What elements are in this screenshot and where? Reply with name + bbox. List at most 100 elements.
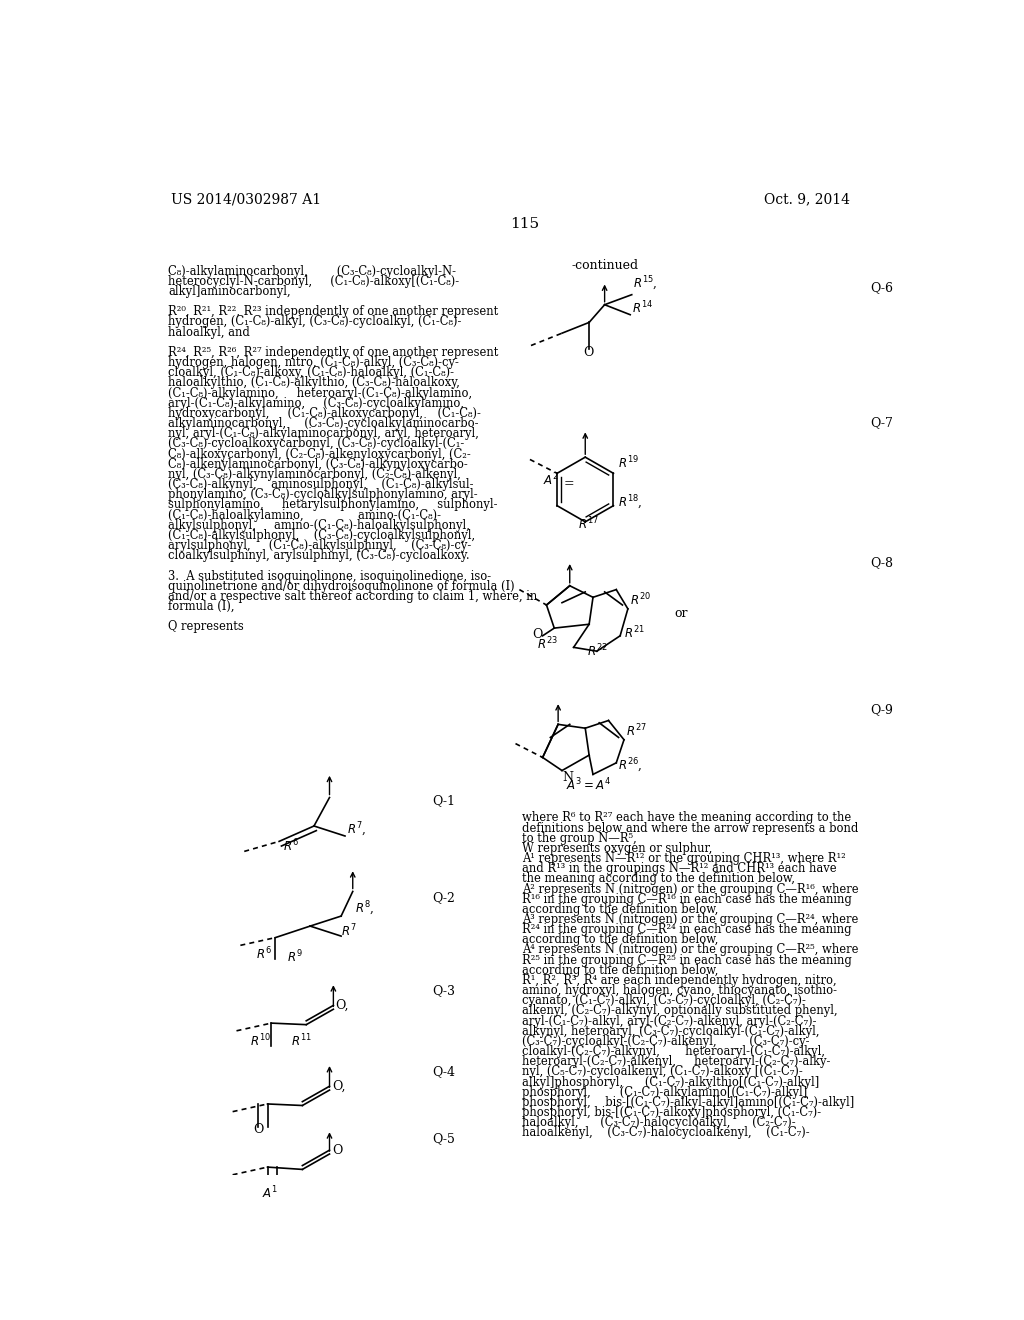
Text: C₈)-alkoxycarbonyl, (C₂-C₈)-alkenyloxycarbonyl, (C₂-: C₈)-alkoxycarbonyl, (C₂-C₈)-alkenyloxyca… bbox=[168, 447, 471, 461]
Text: O: O bbox=[332, 1144, 342, 1158]
Text: $R^{18}$,: $R^{18}$, bbox=[618, 494, 642, 512]
Text: $R^6$: $R^6$ bbox=[283, 838, 299, 854]
Text: phonylamino, (C₃-C₈)-cycloalkylsulphonylamino, aryl-: phonylamino, (C₃-C₈)-cycloalkylsulphonyl… bbox=[168, 488, 478, 502]
Text: (C₃-C₈)-cycloalkoxycarbonyl, (C₃-C₈)-cycloalkyl-(C₁-: (C₃-C₈)-cycloalkoxycarbonyl, (C₃-C₈)-cyc… bbox=[168, 437, 465, 450]
Text: $R^6$: $R^6$ bbox=[256, 945, 271, 962]
Text: (C₃-C₈)-alkynyl,    aminosulphonyl,    (C₁-C₈)-alkylsul-: (C₃-C₈)-alkynyl, aminosulphonyl, (C₁-C₈)… bbox=[168, 478, 474, 491]
Text: where R⁶ to R²⁷ each have the meaning according to the: where R⁶ to R²⁷ each have the meaning ac… bbox=[521, 812, 851, 825]
Text: $R^{17}$: $R^{17}$ bbox=[578, 516, 598, 532]
Text: $R^8$,: $R^8$, bbox=[355, 900, 375, 917]
Text: haloalkyl, and: haloalkyl, and bbox=[168, 326, 250, 339]
Text: formula (I),: formula (I), bbox=[168, 601, 234, 612]
Text: or: or bbox=[675, 607, 688, 619]
Text: O: O bbox=[254, 1123, 264, 1137]
Text: $A^3=A^4$: $A^3=A^4$ bbox=[566, 776, 611, 793]
Text: haloalkenyl,    (C₃-C₇)-halocycloalkenyl,    (C₁-C₇)-: haloalkenyl, (C₃-C₇)-halocycloalkenyl, (… bbox=[521, 1126, 809, 1139]
Text: $R^{22}$: $R^{22}$ bbox=[587, 643, 607, 660]
Text: hydrogen, (C₁-C₈)-alkyl, (C₃-C₈)-cycloalkyl, (C₁-C₈)-: hydrogen, (C₁-C₈)-alkyl, (C₃-C₈)-cycloal… bbox=[168, 315, 462, 329]
Text: A⁴ represents N (nitrogen) or the grouping C—R²⁵, where: A⁴ represents N (nitrogen) or the groupi… bbox=[521, 944, 858, 957]
Text: (C₁-C₈)-alkylsulphonyl,    (C₃-C₈)-cycloalkylsulphonyl,: (C₁-C₈)-alkylsulphonyl, (C₃-C₈)-cycloalk… bbox=[168, 529, 475, 543]
Text: (C₃-C₇)-cycloalkyl-(C₂-C₇)-alkenyl,         (C₃-C₇)-cy-: (C₃-C₇)-cycloalkyl-(C₂-C₇)-alkenyl, (C₃-… bbox=[521, 1035, 809, 1048]
Text: $R^{23}$: $R^{23}$ bbox=[538, 635, 558, 652]
Text: definitions below and where the arrow represents a bond: definitions below and where the arrow re… bbox=[521, 821, 858, 834]
Text: =: = bbox=[563, 478, 574, 490]
Text: Q-8: Q-8 bbox=[870, 557, 894, 569]
Text: alkenyl, (C₂-C₇)-alkynyl, optionally substituted phenyl,: alkenyl, (C₂-C₇)-alkynyl, optionally sub… bbox=[521, 1005, 838, 1018]
Text: heteroaryl-(C₂-C₇)-alkenyl,     heteroaryl-(C₂-C₇)-alky-: heteroaryl-(C₂-C₇)-alkenyl, heteroaryl-(… bbox=[521, 1055, 830, 1068]
Text: cloalkyl-(C₂-C₇)-alkynyl,       heteroaryl-(C₁-C₇)-alkyl,: cloalkyl-(C₂-C₇)-alkynyl, heteroaryl-(C₁… bbox=[521, 1045, 824, 1059]
Text: phosphoryl,    bis-[(C₁-C₇)-alkyl-alkyl]amino[(C₁-C₇)-alkyl]: phosphoryl, bis-[(C₁-C₇)-alkyl-alkyl]ami… bbox=[521, 1096, 854, 1109]
Text: alkyl]phosphoryl,      (C₁-C₇)-alkylthio[(C₁-C₇)-alkyl]: alkyl]phosphoryl, (C₁-C₇)-alkylthio[(C₁-… bbox=[521, 1076, 819, 1089]
Text: Oct. 9, 2014: Oct. 9, 2014 bbox=[764, 193, 850, 206]
Text: 3.  A substituted isoquinolinone, isoquinolinedione, iso-: 3. A substituted isoquinolinone, isoquin… bbox=[168, 570, 492, 582]
Text: $R^9$: $R^9$ bbox=[287, 949, 302, 965]
Text: R²⁵ in the grouping C—R²⁵ in each case has the meaning: R²⁵ in the grouping C—R²⁵ in each case h… bbox=[521, 953, 852, 966]
Text: alkyl]aminocarbonyl,: alkyl]aminocarbonyl, bbox=[168, 285, 291, 298]
Text: $A^1$: $A^1$ bbox=[262, 1185, 279, 1201]
Text: 115: 115 bbox=[510, 216, 540, 231]
Text: alkylsulphonyl,     amino-(C₁-C₈)-haloalkylsulphonyl,: alkylsulphonyl, amino-(C₁-C₈)-haloalkyls… bbox=[168, 519, 470, 532]
Text: hydrogen, halogen, nitro, (C₁-C₈)-alkyl, (C₃-C₈)-cy-: hydrogen, halogen, nitro, (C₁-C₈)-alkyl,… bbox=[168, 356, 459, 370]
Text: alkylaminocarbonyl,     (C₃-C₈)-cycloalkylaminocarbo-: alkylaminocarbonyl, (C₃-C₈)-cycloalkylam… bbox=[168, 417, 479, 430]
Text: Q-5: Q-5 bbox=[432, 1133, 455, 1146]
Text: $R^{27}$: $R^{27}$ bbox=[626, 722, 646, 739]
Text: (C₁-C₈)-haloalkylamino,               amino-(C₁-C₈)-: (C₁-C₈)-haloalkylamino, amino-(C₁-C₈)- bbox=[168, 508, 441, 521]
Text: $R^{20}$: $R^{20}$ bbox=[630, 591, 651, 609]
Text: phosphoryl, bis-[(C₁-C₇)-alkoxy]phosphoryl, (C₁-C₇)-: phosphoryl, bis-[(C₁-C₇)-alkoxy]phosphor… bbox=[521, 1106, 821, 1119]
Text: amino, hydroxyl, halogen, cyano, thiocyanato, isothio-: amino, hydroxyl, halogen, cyano, thiocya… bbox=[521, 985, 837, 997]
Text: arylsulphonyl,     (C₁-C₈)-alkylsulphinyl,    (C₃-C₈)-cy-: arylsulphonyl, (C₁-C₈)-alkylsulphinyl, (… bbox=[168, 539, 471, 552]
Text: $A^2$: $A^2$ bbox=[543, 473, 558, 488]
Text: cyanato, (C₁-C₇)-alkyl, (C₃-C₇)-cycloalkyl, (C₂-C₇)-: cyanato, (C₁-C₇)-alkyl, (C₃-C₇)-cycloalk… bbox=[521, 994, 806, 1007]
Text: $R^{14}$: $R^{14}$ bbox=[632, 300, 652, 317]
Text: Q represents: Q represents bbox=[168, 620, 244, 634]
Text: (C₁-C₈)-alkylamino,     heteroaryl-(C₁-C₈)-alkylamino,: (C₁-C₈)-alkylamino, heteroaryl-(C₁-C₈)-a… bbox=[168, 387, 472, 400]
Text: N: N bbox=[562, 771, 573, 784]
Text: haloalkylthio, (C₁-C₈)-alkylthio, (C₃-C₈)-haloalkoxy,: haloalkylthio, (C₁-C₈)-alkylthio, (C₃-C₈… bbox=[168, 376, 460, 389]
Text: R²⁴ in the grouping C—R²⁴ in each case has the meaning: R²⁴ in the grouping C—R²⁴ in each case h… bbox=[521, 923, 851, 936]
Text: O,: O, bbox=[336, 999, 349, 1012]
Text: $R^{26}$,: $R^{26}$, bbox=[617, 758, 642, 775]
Text: cloalkylsulphinyl, arylsulphinyl, (C₃-C₈)-cycloalkoxy.: cloalkylsulphinyl, arylsulphinyl, (C₃-C₈… bbox=[168, 549, 470, 562]
Text: nyl, (C₅-C₇)-cycloalkenyl, (C₁-C₇)-alkoxy [(C₁-C₇)-: nyl, (C₅-C₇)-cycloalkenyl, (C₁-C₇)-alkox… bbox=[521, 1065, 803, 1078]
Text: R²⁴, R²⁵, R²⁶, R²⁷ independently of one another represent: R²⁴, R²⁵, R²⁶, R²⁷ independently of one … bbox=[168, 346, 499, 359]
Text: phosphoryl,        (C₁-C₇)-alkylamino[(C₁-C₇)-alkyl]: phosphoryl, (C₁-C₇)-alkylamino[(C₁-C₇)-a… bbox=[521, 1086, 807, 1098]
Text: Q-1: Q-1 bbox=[432, 793, 455, 807]
Text: O: O bbox=[584, 346, 594, 359]
Text: R²⁰, R²¹, R²², R²³ independently of one another represent: R²⁰, R²¹, R²², R²³ independently of one … bbox=[168, 305, 499, 318]
Text: $R^{11}$: $R^{11}$ bbox=[291, 1032, 311, 1049]
Text: R¹, R², R³, R⁴ are each independently hydrogen, nitro,: R¹, R², R³, R⁴ are each independently hy… bbox=[521, 974, 837, 987]
Text: R¹⁶ in the grouping C—R¹⁶ in each case has the meaning: R¹⁶ in the grouping C—R¹⁶ in each case h… bbox=[521, 892, 852, 906]
Text: $R^7$,: $R^7$, bbox=[346, 821, 366, 838]
Text: hydroxycarbonyl,     (C₁-C₈)-alkoxycarbonyl,    (C₁-C₈)-: hydroxycarbonyl, (C₁-C₈)-alkoxycarbonyl,… bbox=[168, 407, 481, 420]
Text: Q-2: Q-2 bbox=[432, 891, 455, 904]
Text: C₈)-alkenylaminocarbonyl, (C₃-C₈)-alkynyloxycarbo-: C₈)-alkenylaminocarbonyl, (C₃-C₈)-alkyny… bbox=[168, 458, 468, 471]
Text: C₈)-alkylaminocarbonyl,        (C₃-C₈)-cycloalkyl-N-: C₈)-alkylaminocarbonyl, (C₃-C₈)-cycloalk… bbox=[168, 264, 457, 277]
Text: and R¹³ in the groupings N—R¹² and CHR¹³ each have: and R¹³ in the groupings N—R¹² and CHR¹³… bbox=[521, 862, 837, 875]
Text: $R^{10}$: $R^{10}$ bbox=[251, 1032, 271, 1049]
Text: US 2014/0302987 A1: US 2014/0302987 A1 bbox=[171, 193, 321, 206]
Text: alkynyl, heteroaryl, (C₃-C₇)-cycloalkyl-(C₁-C₇)-alkyl,: alkynyl, heteroaryl, (C₃-C₇)-cycloalkyl-… bbox=[521, 1024, 819, 1038]
Text: to the group N—R⁵,: to the group N—R⁵, bbox=[521, 832, 637, 845]
Text: $R^{21}$: $R^{21}$ bbox=[624, 624, 645, 642]
Text: sulphonylamino,     hetarylsulphonylamino,     sulphonyl-: sulphonylamino, hetarylsulphonylamino, s… bbox=[168, 499, 498, 511]
Text: aryl-(C₁-C₇)-alkyl, aryl-(C₂-C₇)-alkenyl, aryl-(C₂-C₇)-: aryl-(C₁-C₇)-alkyl, aryl-(C₂-C₇)-alkenyl… bbox=[521, 1015, 816, 1028]
Text: nyl, aryl-(C₁-C₈)-alkylaminocarbonyl, aryl, heteroaryl,: nyl, aryl-(C₁-C₈)-alkylaminocarbonyl, ar… bbox=[168, 428, 479, 441]
Text: and/or a respective salt thereof according to claim 1, where, in: and/or a respective salt thereof accordi… bbox=[168, 590, 538, 603]
Text: O,: O, bbox=[332, 1080, 345, 1093]
Text: heterocyclyl-N-carbonyl,     (C₁-C₈)-alkoxy[(C₁-C₈)-: heterocyclyl-N-carbonyl, (C₁-C₈)-alkoxy[… bbox=[168, 275, 460, 288]
Text: $R^{19}$: $R^{19}$ bbox=[618, 455, 639, 471]
Text: $R^7$: $R^7$ bbox=[341, 923, 356, 939]
Text: according to the definition below,: according to the definition below, bbox=[521, 933, 718, 946]
Text: -continued: -continued bbox=[571, 259, 638, 272]
Text: O: O bbox=[532, 628, 543, 642]
Text: the meaning according to the definition below,: the meaning according to the definition … bbox=[521, 873, 795, 886]
Text: Q-7: Q-7 bbox=[870, 416, 893, 429]
Text: aryl-(C₁-C₈)-alkylamino,     (C₃-C₈)-cycloalkylamino,: aryl-(C₁-C₈)-alkylamino, (C₃-C₈)-cycloal… bbox=[168, 397, 464, 409]
Text: $R^{15}$,: $R^{15}$, bbox=[633, 276, 657, 293]
Text: Q-3: Q-3 bbox=[432, 983, 455, 997]
Text: according to the definition below,: according to the definition below, bbox=[521, 903, 718, 916]
Text: W represents oxygen or sulphur,: W represents oxygen or sulphur, bbox=[521, 842, 712, 855]
Text: Q-9: Q-9 bbox=[870, 702, 893, 715]
Text: cloalkyl, (C₁-C₈)-alkoxy, (C₁-C₈)-haloalkyl, (C₁-C₈)-: cloalkyl, (C₁-C₈)-alkoxy, (C₁-C₈)-haloal… bbox=[168, 367, 455, 379]
Text: A³ represents N (nitrogen) or the grouping C—R²⁴, where: A³ represents N (nitrogen) or the groupi… bbox=[521, 913, 858, 927]
